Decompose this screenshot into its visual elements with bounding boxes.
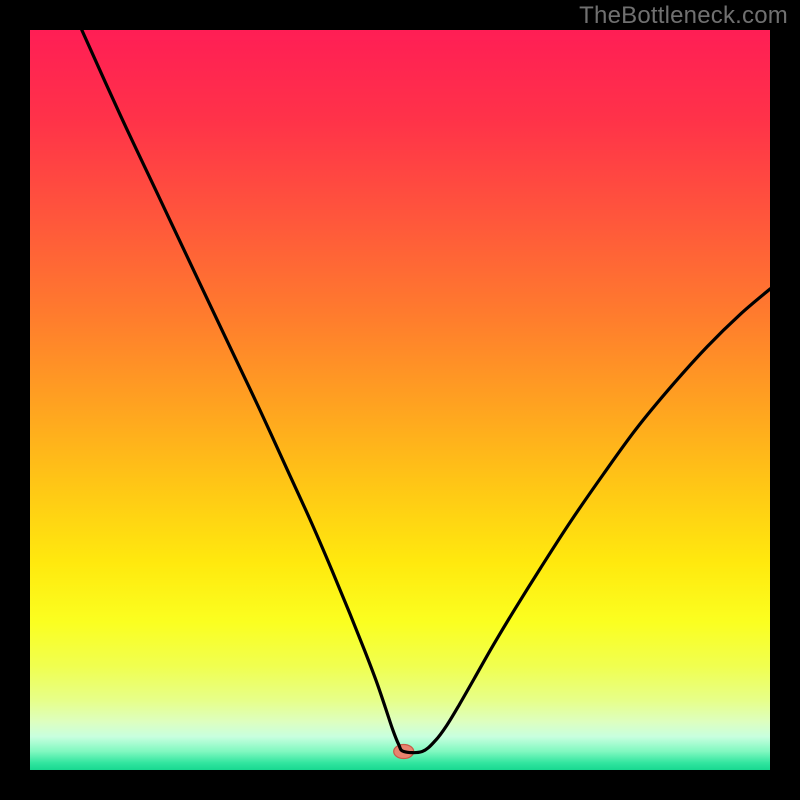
watermark-text: TheBottleneck.com <box>579 2 788 30</box>
chart-container: TheBottleneck.com <box>0 0 800 800</box>
bottleneck-chart <box>0 0 800 800</box>
